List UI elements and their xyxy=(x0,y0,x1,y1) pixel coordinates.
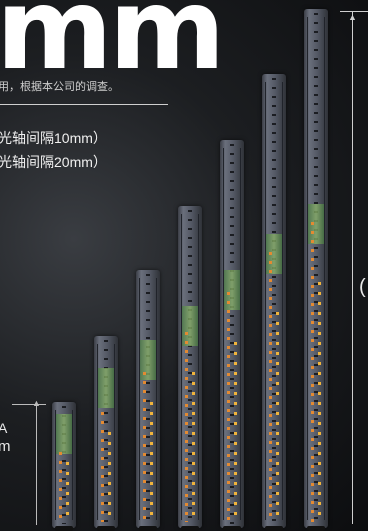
spec-line-20mm: 光轴间隔20mm） xyxy=(0,152,107,172)
headline-unit: mm xyxy=(0,0,221,86)
arrow-up-icon: ▲ xyxy=(348,12,357,22)
right-dimension-line xyxy=(352,12,353,524)
right-dimension-label: ( xyxy=(359,276,366,299)
arrow-up-icon: ▲ xyxy=(32,398,41,408)
sensor-bar-tallest xyxy=(304,9,328,528)
footnote-text: 用，根据本公司的调查。 xyxy=(0,78,119,94)
sensor-bar-4 xyxy=(178,206,202,528)
sensor-bar-5 xyxy=(220,140,244,528)
divider xyxy=(0,104,168,105)
spec-line-10mm: 光轴间隔10mm） xyxy=(0,128,107,148)
sensor-bar-3 xyxy=(136,270,160,528)
left-dimension-label-top: A xyxy=(0,420,7,436)
left-dimension-label: m xyxy=(0,438,11,455)
left-dimension-line xyxy=(36,405,37,525)
sensor-bar-2 xyxy=(94,336,118,528)
sensor-bar-6 xyxy=(262,74,286,528)
sensor-bar-shortest xyxy=(52,402,76,528)
